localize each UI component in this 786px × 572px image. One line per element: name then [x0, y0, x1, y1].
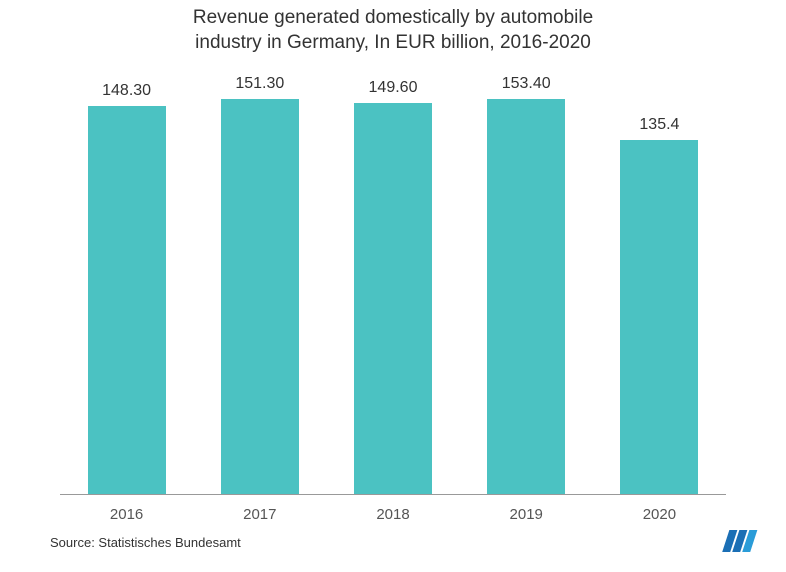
bar — [620, 140, 698, 495]
revenue-bar-chart: 148.30151.30149.60153.40135.4 2016201720… — [50, 75, 736, 495]
x-axis-label: 2019 — [460, 506, 593, 523]
bar-value-label: 153.40 — [502, 75, 551, 93]
source-attribution: Source: Statistisches Bundesamt — [50, 535, 241, 550]
x-axis-label: 2017 — [193, 506, 326, 523]
title-line-2: industry in Germany, In EUR billion, 201… — [195, 32, 591, 53]
bar — [221, 99, 299, 494]
bar-group: 151.30 — [193, 75, 326, 494]
bar-value-label: 151.30 — [235, 75, 284, 93]
title-line-1: Revenue generated domestically by automo… — [193, 7, 593, 28]
bar-group: 153.40 — [460, 75, 593, 494]
chart-title: Revenue generated domestically by automo… — [0, 0, 786, 55]
bar — [88, 106, 166, 494]
brand-logo-icon — [720, 528, 764, 554]
bar-value-label: 149.60 — [369, 79, 418, 97]
x-axis-label: 2016 — [60, 506, 193, 523]
bar-value-label: 135.4 — [639, 116, 679, 134]
x-axis-labels: 20162017201820192020 — [60, 506, 726, 523]
bar-group: 149.60 — [326, 75, 459, 494]
bars-container: 148.30 151.30 149.60 153.40 135.4 — [60, 75, 726, 495]
x-axis-label: 2018 — [326, 506, 459, 523]
bar — [487, 99, 565, 494]
bar-group: 135.4 — [593, 75, 726, 494]
bar — [354, 103, 432, 495]
bar-value-label: 148.30 — [102, 82, 151, 100]
x-axis-label: 2020 — [593, 506, 726, 523]
bar-group: 148.30 — [60, 75, 193, 494]
